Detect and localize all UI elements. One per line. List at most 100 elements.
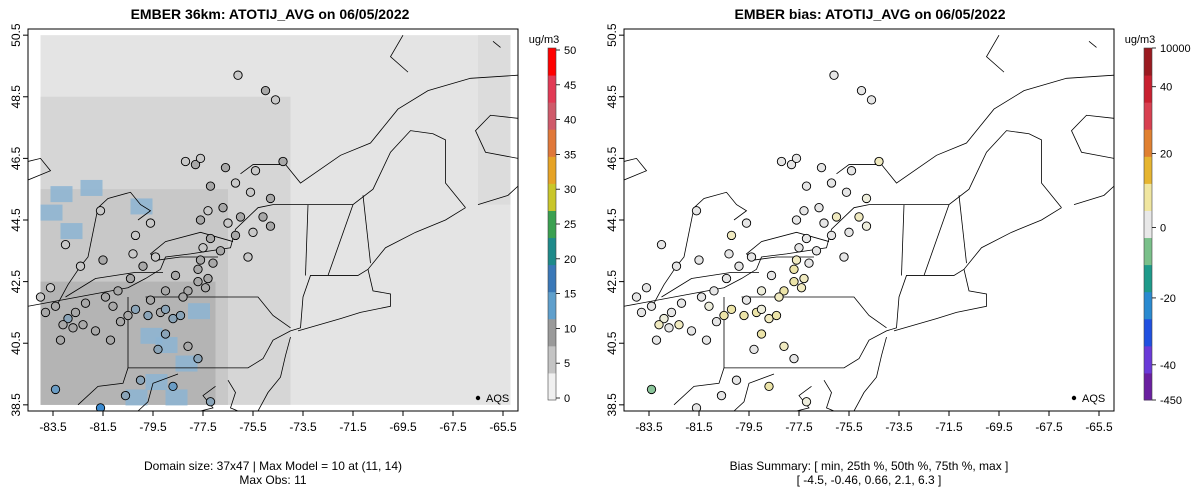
station-marker <box>794 243 804 253</box>
y-tick-label: 38.5 <box>605 393 619 417</box>
station-marker <box>749 344 759 355</box>
colorbar-tick: 25 <box>564 219 576 231</box>
x-tick-label: -67.5 <box>1035 420 1063 434</box>
station-marker <box>764 381 774 392</box>
left-map-panel: -83.5 -81.5 -79.5 -77.5 -75.5 -73.5 -71.5 -69.5… <box>9 23 576 434</box>
x-tick-label: -71.5 <box>935 420 963 434</box>
station-marker <box>243 252 253 262</box>
colorbar-tick: -20 <box>1160 293 1176 305</box>
station-marker <box>786 159 797 170</box>
colorbar-tick: 20 <box>1160 149 1172 161</box>
x-tick-label: -83.5 <box>39 420 67 434</box>
station-marker <box>45 283 56 293</box>
station-marker <box>819 218 829 228</box>
station-marker <box>105 335 116 345</box>
station-marker <box>831 212 842 222</box>
station-marker <box>646 384 657 395</box>
station-marker <box>230 230 241 241</box>
colorbar-tick: 20 <box>564 254 576 266</box>
station-marker <box>215 246 226 256</box>
station-marker <box>666 307 677 318</box>
station-marker <box>636 307 647 318</box>
y-tick-label: 46.5 <box>605 146 619 170</box>
st-lawrence-river <box>836 74 1114 184</box>
station-marker <box>115 317 126 327</box>
station-marker <box>70 307 81 318</box>
station-marker <box>719 310 729 321</box>
border-pa-ny <box>723 268 965 369</box>
station-marker <box>220 162 231 173</box>
station-marker <box>716 390 727 401</box>
y-tick-label: 44.5 <box>605 208 619 232</box>
station-marker <box>841 187 852 197</box>
station-marker <box>143 310 153 321</box>
y-tick-label: 40.5 <box>9 331 23 355</box>
x-tick-label: -75.5 <box>835 420 863 434</box>
station-marker <box>193 276 203 287</box>
station-marker <box>223 218 233 228</box>
station-marker <box>40 307 51 318</box>
station-marker <box>816 162 827 173</box>
station-marker <box>178 292 188 302</box>
colorbar-tick: 15 <box>564 289 576 301</box>
right-map-panel: -83.5 -81.5 -79.5 -77.5 -75.5 -73.5 -71.5 -69.5… <box>605 23 1191 434</box>
station-marker <box>258 212 268 222</box>
station-marker <box>799 206 809 216</box>
station-marker <box>791 255 802 265</box>
colorbar-tick: 40 <box>1160 82 1172 94</box>
x-tick-label: -81.5 <box>89 420 117 434</box>
station-marker <box>50 384 61 395</box>
station-marker <box>709 286 719 296</box>
station-marker <box>200 283 211 293</box>
right-caption-line2: [ -4.5, -0.46, 0.66, 2.1, 6.3 ] <box>796 473 942 487</box>
station-marker <box>190 159 201 170</box>
station-marker <box>260 85 271 96</box>
station-marker <box>195 255 206 265</box>
station-marker <box>874 156 884 167</box>
station-marker <box>814 203 824 213</box>
x-tick-label: -69.5 <box>389 420 417 434</box>
x-tick-label: -81.5 <box>685 420 713 434</box>
station-marker <box>75 261 86 271</box>
station-marker <box>128 249 138 259</box>
x-tick-label: -79.5 <box>139 420 167 434</box>
station-marker <box>180 156 191 167</box>
station-marker <box>746 252 757 262</box>
station-marker <box>676 298 687 308</box>
y-tick-label: 48.5 <box>605 85 619 109</box>
coastline-lake-ontario <box>149 231 234 261</box>
coastline-mid-atlantic <box>257 336 291 411</box>
coastline-lake-huron <box>57 191 152 304</box>
station-marker <box>125 273 136 284</box>
station-marker <box>856 85 867 96</box>
colorbar-unit: ug/m3 <box>529 34 560 46</box>
y-tick-label: 46.5 <box>9 146 23 170</box>
border-us-canada <box>28 130 466 307</box>
station-marker <box>248 227 258 237</box>
st-lawrence-river <box>240 74 518 184</box>
station-marker <box>691 403 702 411</box>
station-marker <box>654 320 664 330</box>
station-marker <box>175 310 186 321</box>
station-marker <box>60 239 71 250</box>
station-marker <box>724 249 734 259</box>
colorbar-tick: 45 <box>564 80 576 92</box>
right-caption-line1: Bias Summary: [ min, 25th %, 50th %, 75t… <box>729 459 1009 473</box>
colorbar-tick: -450 <box>1160 395 1182 407</box>
station-marker <box>741 218 752 228</box>
station-marker <box>150 252 161 262</box>
station-marker <box>801 233 812 244</box>
x-tick-label: -69.5 <box>985 420 1013 434</box>
station-marker <box>789 276 799 287</box>
station-marker <box>230 178 241 188</box>
station-marker <box>694 255 704 265</box>
station-marker <box>138 261 148 271</box>
station-marker <box>674 320 684 330</box>
y-tick-label: 38.5 <box>9 393 23 417</box>
station-marker <box>779 341 789 351</box>
station-marker <box>696 292 707 302</box>
station-marker <box>63 313 73 324</box>
station-marker <box>270 95 281 105</box>
station-marker <box>664 323 674 333</box>
station-marker <box>811 246 822 256</box>
